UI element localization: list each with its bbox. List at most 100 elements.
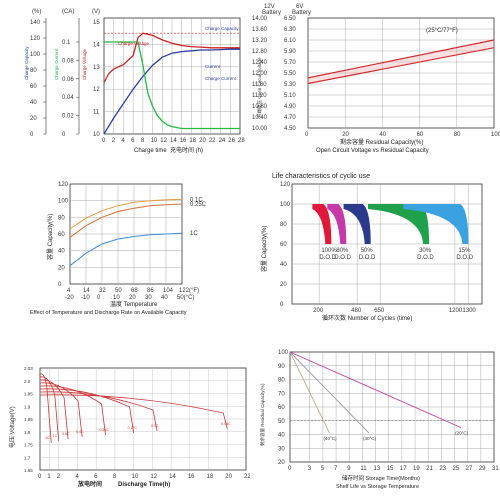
charge-y-pct-tick: 140 — [30, 20, 41, 26]
shelf-x-tick: 7 — [334, 466, 338, 472]
shelf-y-tick: 100 — [278, 350, 289, 356]
temp-x-tick-c: 50(°C) — [177, 295, 194, 301]
temp-x-tick-f: 86 — [147, 288, 154, 294]
charge-chart-panel: (%) (CA) (V) Charge Capacity Charge Curr… — [0, 0, 245, 165]
temp-y-tick: 20 — [58, 265, 65, 271]
shelf-y-label: 剩余容量 Residual Capacity(%) — [259, 383, 266, 446]
charge-x-tick: 24 — [219, 138, 226, 144]
cycles-x-tick: 1300 — [462, 308, 476, 314]
charge-x-tick: 22 — [209, 138, 216, 144]
cycles-band-dod: D.O.D — [319, 255, 336, 261]
discharge-x-label-cn: 放电时间 — [77, 480, 102, 488]
ocv-y12-tick: 10.80 — [252, 104, 268, 110]
shelf-y-tick: 50 — [278, 419, 285, 425]
charge-y-pct-tick: 60 — [30, 84, 37, 90]
cycles-y-tick: 60 — [280, 242, 287, 248]
temp-y-tick: 100 — [58, 199, 69, 205]
cycles-band-pct: 15% — [458, 248, 471, 254]
dis-x-tick: 18 — [207, 474, 214, 480]
charge-y-v-tick: 11 — [93, 110, 100, 116]
dis-y-tick: 2.0 — [24, 379, 31, 384]
charge-y-ca-tick: 0 — [62, 132, 66, 138]
cycles-x-tick: 200 — [313, 308, 324, 314]
dis-y-tick: 1.85 — [24, 417, 33, 422]
shelf-x-tick: 9 — [347, 466, 351, 472]
cycles-band-dod: D.O.D — [334, 255, 351, 261]
cycles-x-tick: 650 — [374, 308, 385, 314]
charge-y-pct-tick: 120 — [30, 36, 41, 42]
cycles-band-2 — [343, 204, 371, 244]
dis-y-tick: 1.7 — [24, 455, 31, 460]
cycles-band-4 — [403, 204, 469, 244]
ocv-y12-tick: 12.40 — [252, 60, 268, 66]
ocv-y6-tick: 5.90 — [284, 49, 296, 55]
ocv-x-tick: 0 — [305, 132, 309, 138]
charge-x-tick: 10 — [151, 138, 158, 144]
dis-y-tick: 1.8 — [24, 430, 31, 435]
shelf-y-tick: 30 — [278, 446, 285, 452]
ocv-y12-tick: 13.20 — [252, 38, 268, 44]
ocv-y6-tick: 5.50 — [284, 71, 296, 77]
shelf-line-2 — [289, 351, 462, 429]
shelf-x-label: 储存时间 Storage Time(Months) — [342, 474, 420, 482]
shelf-line-0 — [289, 351, 330, 434]
charge-y-v-tick: 14 — [93, 42, 100, 48]
shelf-x-tick: 19 — [413, 466, 420, 472]
shelf-x-tick: 13 — [374, 466, 381, 472]
cycles-band-pct: 100% — [321, 248, 337, 254]
shelf-chart: 剩余容量 Residual Capacity(%) 10090807060504… — [259, 350, 499, 490]
cycles-y-tick: 40 — [280, 262, 287, 268]
cycles-y-tick: 20 — [280, 282, 287, 288]
temp-y-tick: 60 — [58, 232, 65, 238]
dis-curve-label: 0.25C — [100, 428, 110, 432]
charge-y-pct-tick: 80 — [30, 68, 37, 74]
charge-y-ca-tick: 0.02 — [62, 114, 74, 120]
cycles-band-pct: 30% — [419, 248, 432, 254]
ocv-x-tick: 100 — [491, 132, 500, 138]
charge-y-pct-tick: 100 — [30, 52, 41, 58]
dis-curve-label: 1C — [53, 434, 58, 438]
ocv-top-label-6v: 6V — [296, 4, 303, 10]
ocv-y12-tick: 11.60 — [252, 82, 267, 88]
temp-y-tick: 120 — [58, 182, 69, 188]
shelf-y-tick: 90 — [278, 364, 285, 370]
temp-x-tick-f: 122(°F) — [179, 288, 199, 294]
temp-x-tick-c: -20 — [65, 295, 74, 301]
ocv-top-label-12v: 12V — [264, 4, 275, 10]
ocv-y12-tick: 12.80 — [252, 49, 268, 55]
charge-current-line — [104, 41, 240, 130]
temp-x-tick-f: 32 — [99, 288, 106, 294]
dis-y-tick: 1.65 — [24, 468, 33, 473]
dis-x-tick: 14 — [169, 474, 176, 480]
ocv-y12-tick: 11.20 — [252, 93, 267, 99]
charge-unit-pct: (%) — [32, 9, 41, 15]
dis-curve-3 — [39, 382, 83, 438]
dis-x-tick: 16 — [188, 474, 195, 480]
temp-x-tick-c: 40 — [161, 295, 168, 301]
charge-annot-charge-current: Charge Current — [205, 76, 237, 81]
temp-y-tick: 40 — [58, 249, 65, 255]
charge-y-v-tick: 12 — [93, 87, 100, 93]
temperature-chart: 容量 Capacity(%) 1201008060402004-2014-103… — [30, 182, 207, 316]
charge-x-tick: 16 — [180, 138, 187, 144]
ocv-caption: Open Circuit Voltage vs Residual Capacit… — [316, 148, 429, 154]
dis-curve-label: 0.05C — [221, 422, 231, 426]
shelf-x-tick: 21 — [426, 466, 433, 472]
dis-y-tick: 2.03 — [24, 366, 33, 371]
temp-y-tick: 80 — [58, 215, 65, 221]
cycles-x-tick: 1200 — [449, 308, 463, 314]
charge-x-tick: 2 — [112, 138, 116, 144]
charge-x-tick: 28 — [238, 138, 245, 144]
ocv-y12-tick: 10.40 — [252, 115, 268, 121]
shelf-y-tick: 80 — [278, 378, 285, 384]
temperature-x-label: 温度 Temperature — [110, 300, 158, 308]
cycles-title: Life characteristics of cyclic use — [272, 173, 370, 180]
charge-x-tick: 18 — [189, 138, 196, 144]
dis-y-tick: 1.95 — [24, 392, 33, 397]
temp-x-tick-c: 0 — [97, 295, 101, 301]
ocv-annotation: (25°C/77°F) — [426, 28, 458, 34]
discharge-chart-panel: 电压 Voltage(V) 2.03 2.0 1.95 1.9 1.85 1.8 1.75 1… — [0, 340, 250, 500]
shelf-x-tick: 0 — [288, 466, 292, 472]
shelf-y-tick: 40 — [278, 433, 285, 439]
temp-legend-label: 1C — [190, 231, 198, 237]
